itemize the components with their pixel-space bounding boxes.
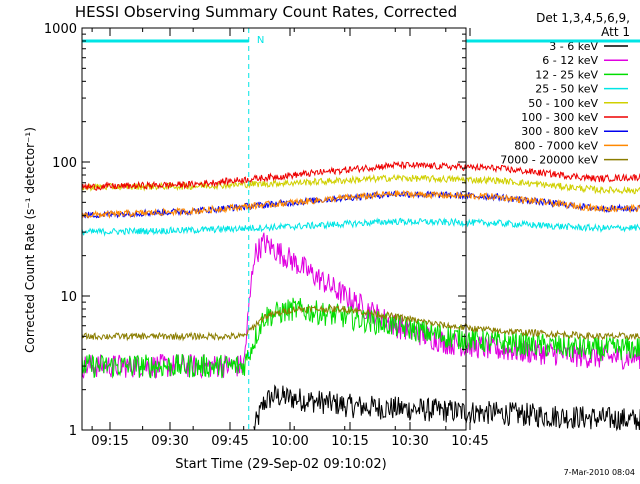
legend-label: 3 - 6 keV [549, 40, 598, 53]
legend-header-line-2: Att 1 [601, 25, 630, 39]
legend-label: 300 - 800 keV [521, 125, 598, 138]
series-line-5 [81, 160, 640, 191]
legend-label: 50 - 100 keV [528, 97, 598, 110]
y-tick-label: 10 [60, 290, 77, 305]
y-tick-label: 1 [69, 424, 77, 439]
legend-header-line-1: Det 1,3,4,5,6,9, [536, 11, 630, 25]
series-line-3 [81, 217, 640, 237]
series-line-1 [81, 232, 640, 379]
x-tick-label: 09:45 [211, 434, 248, 449]
x-tick-label: 10:00 [271, 434, 308, 449]
legend-label: 800 - 7000 keV [514, 139, 598, 152]
legend-label: 7000 - 20000 keV [500, 154, 598, 167]
footer-timestamp: 7-Mar-2010 08:04 [564, 468, 635, 477]
plot-area: N [81, 28, 640, 432]
chart-title: HESSI Observing Summary Count Rates, Cor… [75, 3, 457, 21]
plot-frame [81, 27, 467, 431]
y-axis-label-group: Corrected Count Rate (s⁻¹ detector⁻¹) [23, 127, 37, 353]
series-line-7 [81, 189, 640, 219]
x-axis-label: Start Time (29-Sep-02 09:10:02) [175, 457, 386, 472]
series-line-0 [253, 384, 640, 432]
y-axis-label: Corrected Count Rate (s⁻¹ detector⁻¹) [23, 127, 37, 353]
x-tick-label: 09:15 [91, 434, 128, 449]
y-tick-label: 100 [52, 156, 77, 171]
series-line-8 [81, 304, 640, 342]
legend-label: 100 - 300 keV [521, 111, 598, 124]
series-line-4 [81, 173, 640, 195]
y-tick-label: 1000 [44, 22, 77, 37]
x-tick-label: 10:45 [451, 434, 488, 449]
x-tick-label: 10:30 [391, 434, 428, 449]
legend-label: 6 - 12 keV [542, 54, 598, 67]
x-tick-label: 09:30 [151, 434, 188, 449]
flag-label-n: N [257, 35, 264, 46]
legend-label: 12 - 25 keV [535, 68, 598, 81]
x-tick-label: 10:15 [331, 434, 368, 449]
series-line-2 [81, 297, 640, 379]
legend-label: 25 - 50 keV [535, 83, 598, 96]
